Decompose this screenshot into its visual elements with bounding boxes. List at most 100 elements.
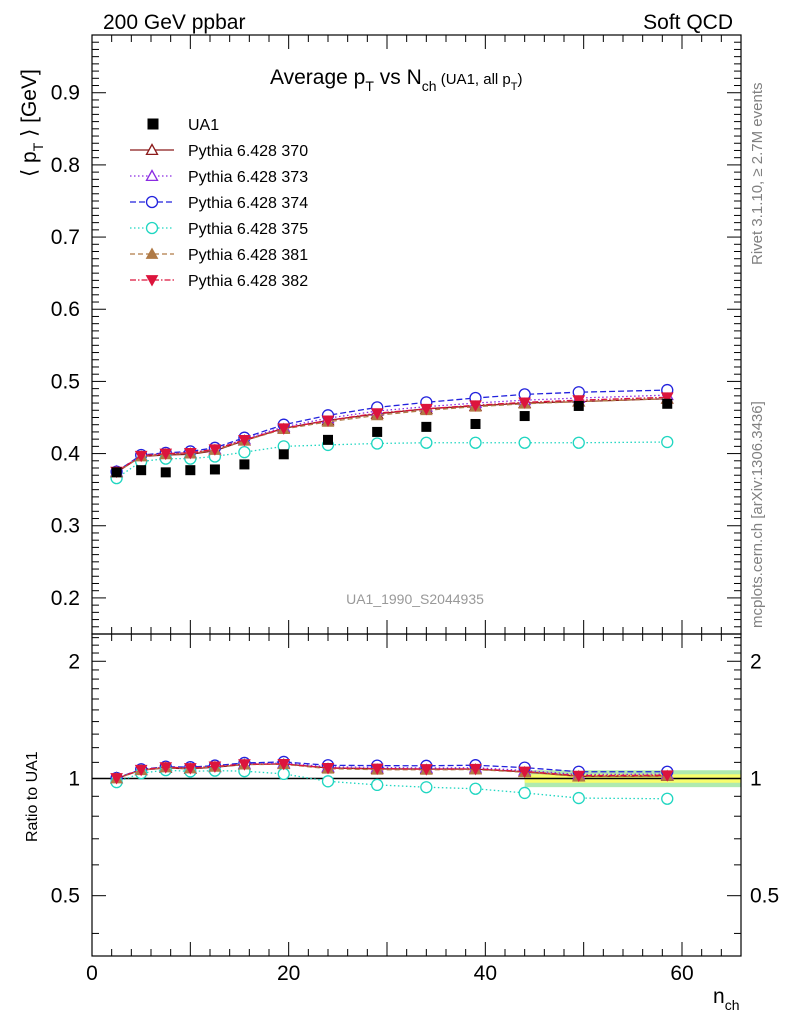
series-ratio-line [116,763,668,779]
series-marker [134,764,148,777]
plot-title: Average pT vs Nch (UA1, all pT) [270,66,523,94]
legend-entry-1: Pythia 6.428 370 [130,143,308,160]
data-marker [421,421,432,432]
series-marker [159,762,173,774]
series-marker [572,770,586,783]
y-axis-label-main: ⟨ pT ⟩ [GeV] [18,69,46,177]
series-marker [660,392,674,404]
y-tick-label: 0.5 [51,370,80,393]
legend-label: Pythia 6.428 374 [188,195,308,212]
data-marker [278,449,289,460]
legend-entry-data: UA1 [147,117,219,134]
series-marker [277,758,291,771]
ratio-y-tick-label-right: 2 [750,650,762,673]
ratio-y-tick-label: 2 [68,650,80,673]
series-marker [208,761,222,773]
y-tick-label: 0.3 [51,515,80,538]
data-marker [662,398,673,409]
series-marker [419,764,433,776]
data-marker [111,467,122,478]
y-axis-label-ratio: Ratio to UA1 [24,751,41,842]
series-marker [183,447,197,460]
series-marker [145,143,159,156]
header-right: Soft QCD [643,11,733,34]
series-marker [370,408,384,420]
ratio-y-tick-label: 1 [68,767,80,790]
x-tick-label: 40 [474,962,497,985]
data-marker [239,459,250,470]
legend-label: UA1 [188,117,219,134]
series-marker [321,763,335,775]
series-marker [572,436,585,449]
series-marker [145,221,159,235]
data-marker [519,411,530,422]
y-tick-label: 0.9 [51,82,80,105]
series-marker [238,445,251,459]
analysis-watermark: UA1_1990_S2044935 [346,591,484,607]
data-marker [573,400,584,411]
ratio-y-tick-label-right: 0.5 [750,885,779,908]
y-tick-label: 0.8 [51,154,80,177]
series-marker [469,436,482,449]
series-3-main [110,383,674,478]
ratio-y-tick-label: 0.5 [51,885,80,908]
series-marker [469,782,482,795]
series-marker [183,763,197,775]
series-marker [572,791,585,805]
y-tick-label: 0.7 [51,226,80,249]
series-marker [572,395,586,407]
data-marker [147,118,159,130]
legend: UA1 Pythia 6.428 370 Pythia 6.428 373 Pythi… [130,117,308,290]
series-marker [518,786,531,800]
x-tick-label: 60 [670,962,693,985]
series-marker [469,400,482,412]
series-marker [660,770,674,782]
series-marker [159,448,173,461]
data-marker [470,418,481,429]
x-axis-label: nch [713,985,739,1013]
ratio-y-tick-label-right: 1 [750,767,762,790]
legend-label: Pythia 6.428 381 [188,247,308,264]
y-tick-label: 0.4 [51,443,81,466]
legend-entry-4: Pythia 6.428 375 [130,221,308,238]
series-marker [420,436,433,449]
series-marker [469,763,482,776]
x-tick-label: 0 [86,962,98,985]
series-marker [145,195,159,209]
legend-entry-3: Pythia 6.428 374 [130,195,308,212]
series-marker [518,397,532,409]
series-ratio-line [116,763,668,780]
legend-label: Pythia 6.428 373 [188,169,308,186]
data-marker [136,465,147,476]
mcplots-label: mcplots.cern.ch [arXiv:1306.3436] [749,401,766,628]
data-marker [185,465,196,476]
legend-label: Pythia 6.428 375 [188,221,308,238]
series-marker [238,434,251,447]
series-marker [371,437,384,450]
series-marker [238,759,251,771]
series-marker [370,763,384,776]
legend-entry-5: Pythia 6.428 381 [130,247,308,264]
series-marker [371,778,384,792]
series-line [116,396,668,473]
series-4-main [110,435,674,485]
series-marker [110,773,123,785]
series-marker [518,436,531,449]
series-marker [134,450,148,463]
ratio-panel-frame [91,633,742,957]
series-marker [420,781,433,794]
series-marker [277,423,291,435]
series-marker [145,169,159,182]
legend-entry-2: Pythia 6.428 373 [130,169,308,186]
data-marker [160,467,171,478]
series-5-main [110,392,674,478]
series-line [116,441,668,479]
x-tick-label: 20 [277,962,300,985]
data-marker [372,426,383,437]
series-1-main [109,391,674,478]
legend-label: Pythia 6.428 382 [188,273,308,290]
legend-label: Pythia 6.428 370 [188,143,308,160]
legend-entry-6: Pythia 6.428 382 [130,273,308,290]
series-6-ratio [110,758,674,785]
